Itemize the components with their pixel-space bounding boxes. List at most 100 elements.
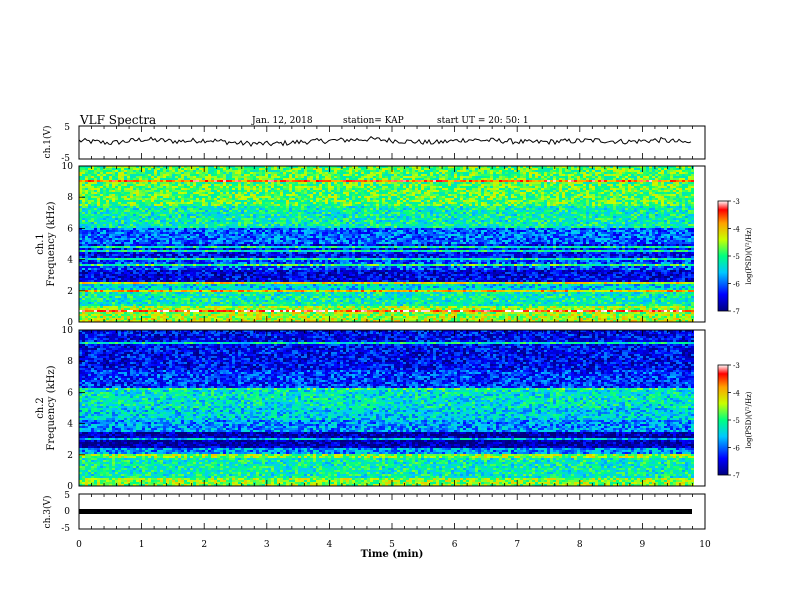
spectrogram-cell xyxy=(532,190,535,192)
spectrogram-cell xyxy=(214,188,217,190)
spectrogram-cell xyxy=(343,192,346,194)
spectrogram-cell xyxy=(430,172,433,174)
spectrogram-cell xyxy=(166,174,169,176)
spectrogram-cell xyxy=(529,190,532,192)
spectrogram-cell xyxy=(202,182,205,184)
spectrogram-cell xyxy=(649,188,652,190)
spectrogram-cell xyxy=(187,174,190,176)
spectrogram-cell xyxy=(523,186,526,188)
spectrogram-cell xyxy=(565,182,568,184)
spectrogram-cell xyxy=(658,172,661,174)
spectrogram-cell xyxy=(427,196,430,198)
spectrogram-cell xyxy=(91,198,94,200)
spectrogram-cell xyxy=(235,168,238,170)
spectrogram-cell xyxy=(676,172,679,174)
spectrogram-cell xyxy=(430,190,433,192)
spectrogram-cell xyxy=(478,180,481,182)
spectrogram-cell xyxy=(337,196,340,198)
spectrogram-cell xyxy=(520,176,523,178)
spectrogram-cell xyxy=(604,186,607,188)
spectrogram-cell xyxy=(640,178,643,180)
spectrogram-cell xyxy=(529,188,532,190)
spectrogram-cell xyxy=(331,168,334,170)
spectrogram-cell xyxy=(214,182,217,184)
spectrogram-cell xyxy=(259,168,262,170)
spectrogram-cell xyxy=(196,178,199,180)
spectrogram-cell xyxy=(175,168,178,170)
spectrogram-cell xyxy=(559,170,562,172)
spectrogram-cell xyxy=(130,170,133,172)
spectrogram-cell xyxy=(532,196,535,198)
spectrogram-cell xyxy=(535,192,538,194)
spectrogram-cell xyxy=(658,178,661,180)
spectrogram-cell xyxy=(670,194,673,196)
spectrogram-cell xyxy=(307,176,310,178)
spectrogram-cell xyxy=(673,196,676,198)
spectrogram-cell xyxy=(502,170,505,172)
spectrogram-cell xyxy=(262,182,265,184)
spectrogram-cell xyxy=(580,190,583,192)
spectrogram-cell xyxy=(220,192,223,194)
spectrogram-cell xyxy=(106,184,109,186)
spectrogram-cell xyxy=(292,168,295,170)
spectrogram-cell xyxy=(337,192,340,194)
spectrogram-cell xyxy=(460,176,463,178)
spectrogram-cell xyxy=(529,172,532,174)
spectrogram-cell xyxy=(478,182,481,184)
spectrogram-cell xyxy=(286,180,289,182)
spectrogram-cell xyxy=(298,172,301,174)
spectrogram-cell xyxy=(118,190,121,192)
spectrogram-cell xyxy=(538,170,541,172)
spectrogram-cell xyxy=(601,184,604,186)
spectrogram-cell xyxy=(517,182,520,184)
spectrogram-cell xyxy=(349,182,352,184)
spectrogram-cell xyxy=(661,196,664,198)
spectrogram-cell xyxy=(130,178,133,180)
spectrogram-cell xyxy=(436,186,439,188)
spectrogram-cell xyxy=(313,188,316,190)
spectrogram-cell xyxy=(283,194,286,196)
spectrogram-cell xyxy=(670,178,673,180)
spectrogram-cell xyxy=(343,174,346,176)
spectrogram-cell xyxy=(517,176,520,178)
spectrogram-cell xyxy=(448,196,451,198)
spectrogram-cell xyxy=(388,170,391,172)
spectrogram-cell xyxy=(412,176,415,178)
spectrogram-cell xyxy=(268,176,271,178)
spectrogram-cell xyxy=(415,186,418,188)
spectrogram-cell xyxy=(667,188,670,190)
spectrogram-cell xyxy=(625,170,628,172)
spectrogram-cell xyxy=(94,184,97,186)
spectrogram-cell xyxy=(385,174,388,176)
spectrogram-cell xyxy=(277,182,280,184)
spectrogram-cell xyxy=(271,182,274,184)
spectrogram-cell xyxy=(598,186,601,188)
spectrogram-cell xyxy=(640,172,643,174)
spectrogram-cell xyxy=(610,180,613,182)
spectrogram-cell xyxy=(652,196,655,198)
spectrogram-cell xyxy=(124,182,127,184)
spectrogram-cell xyxy=(676,180,679,182)
spectrogram-cell xyxy=(175,184,178,186)
spectrogram-cell xyxy=(418,168,421,170)
spectrogram-cell xyxy=(166,176,169,178)
spectrogram-cell xyxy=(283,184,286,186)
spectrogram-cell xyxy=(277,174,280,176)
spectrogram-cell xyxy=(424,178,427,180)
spectrogram-cell xyxy=(349,180,352,182)
spectrogram-cell xyxy=(409,174,412,176)
spectrogram-cell xyxy=(91,186,94,188)
spectrogram-cell xyxy=(325,188,328,190)
spectrogram-cell xyxy=(106,192,109,194)
spectrogram-cell xyxy=(439,174,442,176)
spectrogram-cell xyxy=(175,198,178,200)
spectrogram-cell xyxy=(112,196,115,198)
spectrogram-cell xyxy=(193,198,196,200)
spectrogram-cell xyxy=(157,188,160,190)
spectrogram-cell xyxy=(220,178,223,180)
spectrogram-cell xyxy=(193,184,196,186)
spectrogram-cell xyxy=(82,184,85,186)
spectrogram-cell xyxy=(454,184,457,186)
spectrogram-cell xyxy=(193,168,196,170)
spectrogram-cell xyxy=(523,178,526,180)
